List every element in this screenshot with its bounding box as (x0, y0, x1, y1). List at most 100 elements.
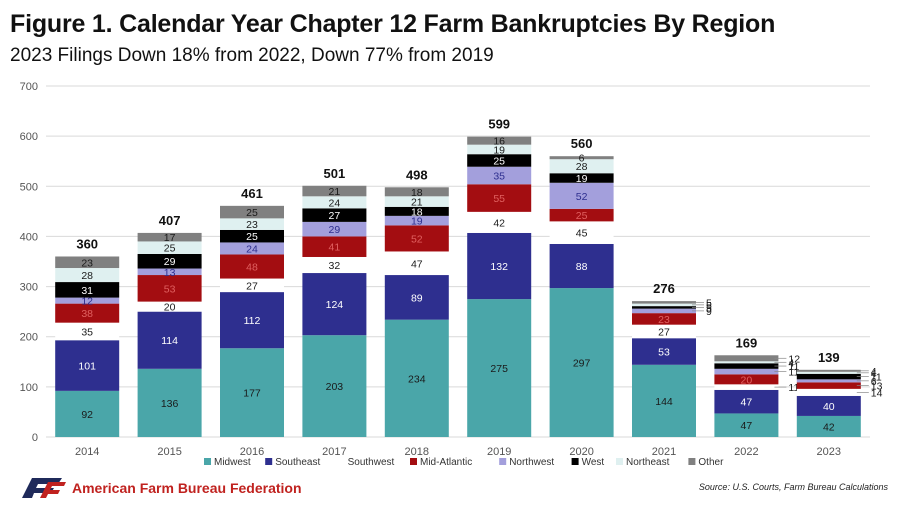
data-label: 48 (246, 262, 258, 274)
bar-segment (302, 273, 367, 336)
data-label: 21 (411, 197, 423, 209)
bar-segment (137, 232, 202, 242)
bar-segment (632, 301, 696, 304)
bar-segment (55, 390, 120, 437)
data-label: 136 (161, 398, 179, 410)
bar-segment (632, 306, 696, 309)
data-label: 20 (164, 302, 176, 314)
data-label: 18 (411, 206, 423, 218)
y-tick-label: 600 (20, 131, 38, 143)
data-label: 28 (81, 270, 93, 282)
bar-segment (467, 144, 532, 155)
bar-segment (632, 338, 696, 365)
data-label: 19 (411, 216, 423, 228)
legend-label: Northwest (509, 457, 554, 468)
bar-segment (632, 308, 696, 314)
legend-label: Other (698, 457, 724, 468)
total-label: 407 (159, 213, 181, 228)
total-label: 139 (818, 350, 840, 365)
bar-segment (137, 275, 202, 302)
bar-segment (137, 268, 202, 276)
legend-label: Southeast (275, 457, 320, 468)
legend-swatch (688, 458, 696, 465)
bar-segment (55, 282, 120, 298)
x-tick-label: 2017 (322, 446, 346, 458)
bar-segment (714, 368, 779, 375)
data-label: 25 (246, 207, 258, 219)
y-tick-label: 300 (20, 282, 38, 294)
y-tick-label: 200 (20, 332, 38, 344)
chart-subtitle: 2023 Filings Down 18% from 2022, Down 77… (10, 45, 494, 66)
bar-segment (796, 373, 861, 380)
legend-swatch (265, 458, 273, 465)
bar-segment (467, 184, 532, 212)
data-label: 32 (329, 260, 341, 272)
bar-segment (467, 299, 532, 437)
bar-segment (220, 205, 284, 219)
bar-segment (796, 369, 861, 372)
bar-segment (549, 156, 614, 160)
data-label: 24 (329, 197, 341, 209)
bar-segment (549, 182, 614, 209)
bar-segment (384, 225, 449, 252)
data-label: 53 (658, 347, 670, 359)
x-tick-label: 2019 (487, 446, 511, 458)
bar-segment (714, 361, 779, 364)
legend-swatch (337, 458, 345, 465)
data-label: 23 (81, 257, 93, 269)
bar-segment (714, 355, 779, 362)
data-label: 38 (81, 308, 93, 320)
bar-segment (137, 368, 202, 437)
total-label: 599 (488, 117, 510, 132)
y-tick-label: 400 (20, 231, 38, 243)
bar-segment (467, 166, 532, 185)
bar-segment (796, 388, 861, 396)
data-label: 4 (871, 366, 877, 378)
x-tick-label: 2018 (405, 446, 429, 458)
data-label: 89 (411, 292, 423, 304)
data-label: 11 (871, 372, 882, 384)
bar-segment (796, 395, 861, 416)
data-label: 42 (493, 217, 505, 229)
bar-segment (632, 313, 696, 325)
data-label: 55 (493, 193, 505, 205)
bar-segment (549, 173, 614, 183)
bar-segment (55, 268, 120, 283)
data-label: 53 (164, 283, 176, 295)
data-label: 112 (244, 315, 261, 327)
legend-label: Mid-Atlantic (420, 457, 472, 468)
data-label: 5 (706, 302, 712, 314)
legend-label: Midwest (214, 457, 251, 468)
bar-segment (55, 297, 120, 304)
data-label: 52 (411, 233, 423, 245)
data-label: 4 (871, 368, 877, 380)
data-label: 16 (493, 136, 505, 148)
data-label: 25 (576, 210, 588, 222)
y-tick-label: 700 (20, 81, 38, 93)
legend-swatch (204, 458, 211, 465)
data-label: 9 (706, 306, 712, 318)
x-tick-label: 2016 (240, 446, 264, 458)
data-label: 6 (871, 376, 877, 388)
bar-segment (302, 208, 367, 222)
data-label: 13 (871, 381, 883, 393)
data-label: 25 (246, 231, 258, 243)
bar-segment (467, 232, 532, 300)
bar-segment (549, 243, 614, 289)
bar-segment (549, 221, 614, 244)
data-label: 25 (493, 155, 505, 167)
bar-segment (714, 413, 779, 437)
bar-segment (714, 363, 779, 369)
data-label: 17 (164, 232, 176, 244)
legend-swatch (499, 458, 507, 465)
data-label: 114 (161, 335, 178, 347)
data-label: 12 (81, 296, 93, 308)
data-label: 21 (329, 186, 341, 198)
data-label: 29 (164, 256, 176, 268)
data-label: 40 (823, 401, 835, 413)
legend-label: Northeast (626, 457, 670, 468)
total-label: 461 (241, 186, 263, 201)
total-label: 276 (653, 281, 675, 296)
data-label: 177 (243, 388, 261, 400)
